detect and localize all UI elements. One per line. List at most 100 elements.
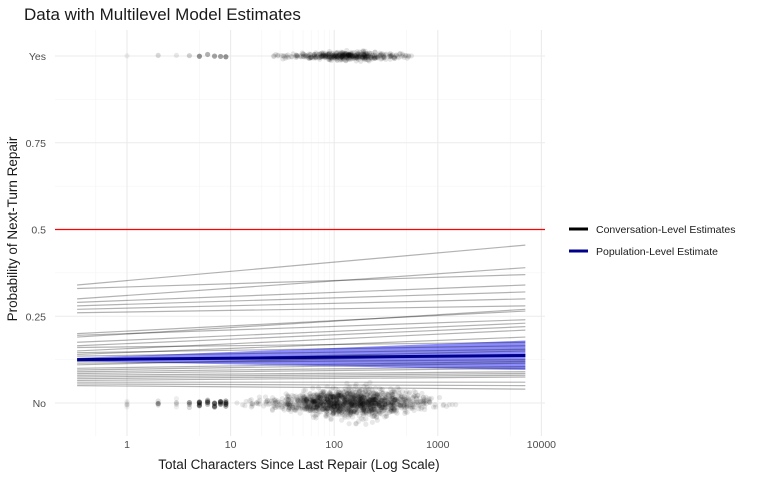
conversation-line [77, 362, 526, 371]
data-point [254, 400, 260, 406]
data-point [314, 402, 321, 409]
data-point [339, 53, 345, 60]
data-point [328, 406, 334, 412]
data-point [393, 52, 399, 59]
data-point [343, 391, 350, 397]
data-point [335, 53, 341, 59]
data-point [294, 54, 300, 60]
data-point [303, 406, 309, 412]
data-point [327, 396, 333, 402]
data-point [353, 392, 359, 398]
data-point [353, 396, 359, 402]
data-point [371, 400, 377, 406]
data-point [375, 392, 381, 398]
data-point [299, 397, 305, 403]
data-point [344, 390, 350, 396]
data-point [433, 404, 439, 410]
data-point [322, 405, 329, 411]
data-point [373, 54, 379, 61]
data-point [372, 391, 378, 397]
data-point [316, 394, 322, 400]
data-point [403, 53, 409, 59]
data-point [358, 393, 364, 399]
data-point [321, 53, 327, 59]
data-point [337, 57, 343, 63]
data-point [345, 54, 351, 60]
conversation-line [77, 341, 526, 349]
data-point [382, 395, 388, 401]
data-point [388, 408, 394, 414]
data-point [369, 397, 375, 403]
data-point [392, 396, 398, 402]
data-point [313, 404, 319, 411]
data-point [346, 52, 352, 58]
data-point [326, 56, 332, 62]
data-point [306, 403, 313, 409]
data-point [422, 399, 429, 405]
data-point [347, 394, 354, 401]
data-point [313, 392, 319, 399]
data-point [384, 404, 390, 410]
data-point [319, 398, 326, 404]
data-point [345, 411, 351, 417]
data-point [339, 400, 345, 407]
data-point [344, 52, 351, 58]
data-point [348, 49, 354, 55]
data-point [316, 393, 323, 399]
data-point [286, 405, 293, 411]
data-point [348, 52, 354, 58]
data-point [298, 53, 304, 60]
data-point [374, 54, 380, 60]
data-point [332, 54, 338, 60]
data-point [393, 52, 399, 58]
data-point [353, 410, 359, 416]
data-point [331, 403, 338, 409]
data-point [341, 406, 347, 412]
data-point [404, 404, 410, 410]
data-point [345, 399, 351, 405]
data-point [379, 386, 386, 393]
data-point [330, 407, 336, 413]
data-point [379, 404, 385, 410]
data-point [355, 50, 361, 56]
data-point [280, 403, 286, 410]
data-point [342, 404, 348, 410]
data-point [346, 402, 353, 408]
data-point [196, 399, 203, 405]
data-point [328, 54, 335, 60]
data-point [322, 394, 328, 400]
data-point [361, 406, 367, 412]
data-point [376, 399, 383, 406]
data-point [324, 413, 330, 419]
data-point [389, 404, 395, 411]
data-point [302, 402, 308, 409]
data-point [330, 411, 336, 417]
data-point [362, 54, 368, 60]
data-point [330, 394, 336, 400]
data-point [337, 408, 343, 414]
data-point [211, 400, 218, 406]
data-point [350, 401, 357, 407]
data-point [339, 404, 345, 410]
data-point [428, 395, 435, 401]
data-point [342, 51, 348, 58]
data-point [371, 407, 377, 413]
data-point [343, 396, 349, 402]
data-point [382, 404, 388, 411]
data-point [333, 391, 340, 397]
data-point [372, 396, 378, 402]
data-point [351, 52, 358, 58]
data-point [328, 54, 334, 61]
data-point [313, 54, 319, 60]
data-point [365, 54, 371, 60]
data-point [325, 51, 331, 57]
data-point [359, 396, 365, 402]
data-point [376, 402, 382, 408]
data-point [357, 396, 363, 402]
data-point [331, 404, 337, 410]
data-point [308, 51, 314, 57]
y-tick-label: 0.25 [26, 311, 47, 323]
data-point [360, 393, 367, 400]
data-point [351, 408, 357, 414]
data-point [315, 394, 321, 400]
